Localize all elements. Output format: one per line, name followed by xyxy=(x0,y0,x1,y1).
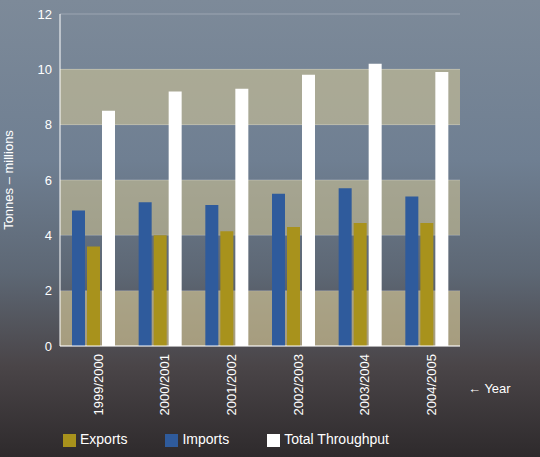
svg-text:12: 12 xyxy=(38,7,52,22)
html-text:Total Throughput: Total Throughput xyxy=(284,431,389,447)
html-text:Exports: Exports xyxy=(80,431,128,447)
svg-text:4: 4 xyxy=(45,228,52,243)
svg-text:← Year: ← Year xyxy=(468,381,511,396)
svg-text:2003/2004: 2003/2004 xyxy=(357,354,372,415)
svg-text:6: 6 xyxy=(45,173,52,188)
svg-text:2000/2001: 2000/2001 xyxy=(157,354,172,415)
html-text:Imports: Imports xyxy=(182,431,230,447)
svg-text:10: 10 xyxy=(38,62,52,77)
svg-text:2002/2003: 2002/2003 xyxy=(291,354,306,415)
svg-text:2001/2002: 2001/2002 xyxy=(224,354,239,415)
svg-text:1999/2000: 1999/2000 xyxy=(91,354,106,415)
svg-text:0: 0 xyxy=(45,339,52,354)
svg-text:8: 8 xyxy=(45,117,52,132)
svg-text:2: 2 xyxy=(45,283,52,298)
svg-text:2004/2005: 2004/2005 xyxy=(424,354,439,415)
svg-text:Tonnes – millions: Tonnes – millions xyxy=(1,130,16,230)
